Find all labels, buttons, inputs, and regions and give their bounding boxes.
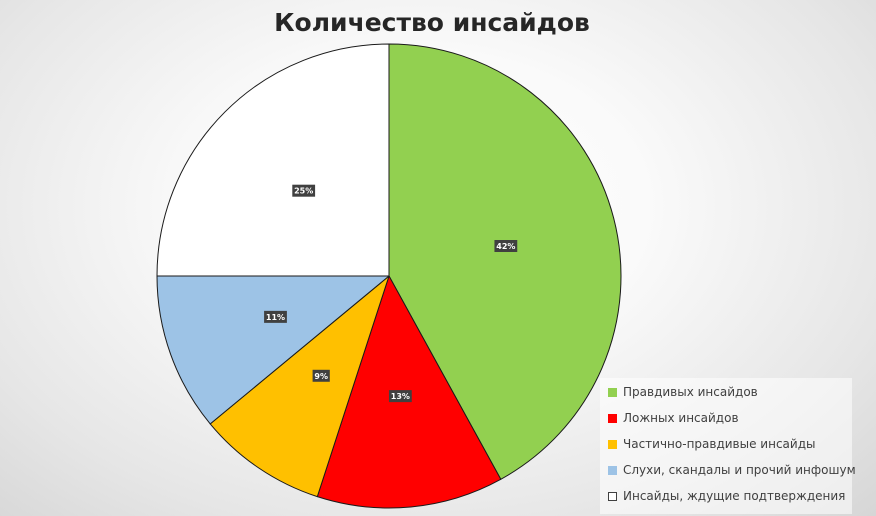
pie-slice-2 bbox=[209, 275, 390, 498]
data-label-box-2 bbox=[312, 369, 330, 382]
legend-item: Частично-правдивые инсайды bbox=[608, 434, 815, 454]
data-label-4: 25% bbox=[292, 184, 316, 197]
pie-slice-0 bbox=[388, 43, 622, 480]
pie-slice-3 bbox=[156, 275, 390, 425]
legend-item: Инсайды, ждущие подтверждения bbox=[608, 486, 845, 506]
legend-label: Инсайды, ждущие подтверждения bbox=[623, 489, 846, 503]
data-label-2: 9% bbox=[312, 369, 330, 382]
data-label-box-0 bbox=[494, 239, 518, 252]
legend-item: Ложных инсайдов bbox=[608, 408, 739, 428]
data-label-box-1 bbox=[388, 390, 412, 403]
legend-item: Правдивых инсайдов bbox=[608, 382, 758, 402]
data-label-0: 42% bbox=[494, 239, 518, 252]
legend-swatch bbox=[608, 413, 617, 423]
data-label-text-1: 13% bbox=[391, 392, 410, 401]
pie-slices bbox=[156, 43, 622, 509]
legend-label: Правдивых инсайдов bbox=[623, 385, 758, 399]
legend-swatch bbox=[608, 387, 617, 397]
data-label-box-3 bbox=[264, 310, 287, 323]
data-label-3: 11% bbox=[264, 310, 287, 323]
legend-swatch bbox=[608, 465, 617, 475]
legend-swatch bbox=[608, 439, 617, 449]
data-label-text-3: 11% bbox=[266, 313, 285, 322]
legend-label: Ложных инсайдов bbox=[623, 411, 739, 425]
legend-label: Частично-правдивые инсайды bbox=[623, 437, 816, 451]
data-label-text-4: 25% bbox=[294, 187, 313, 196]
data-label-text-0: 42% bbox=[496, 242, 515, 251]
data-label-1: 13% bbox=[388, 390, 412, 403]
chart-legend: Правдивых инсайдов Ложных инсайдов Частичн… bbox=[600, 378, 856, 514]
data-label-text-2: 9% bbox=[314, 372, 328, 381]
legend-label: Слухи, скандалы и прочий инфошум bbox=[623, 463, 856, 477]
pie-data-labels: 42% 13% 9% 11% 25% bbox=[264, 184, 518, 403]
pie-slice-4 bbox=[156, 43, 390, 277]
legend-swatch bbox=[608, 491, 617, 501]
chart-title: Количество инсайдов bbox=[274, 8, 590, 37]
legend-item: Слухи, скандалы и прочий инфошум bbox=[608, 460, 856, 480]
data-label-box-4 bbox=[292, 184, 316, 197]
